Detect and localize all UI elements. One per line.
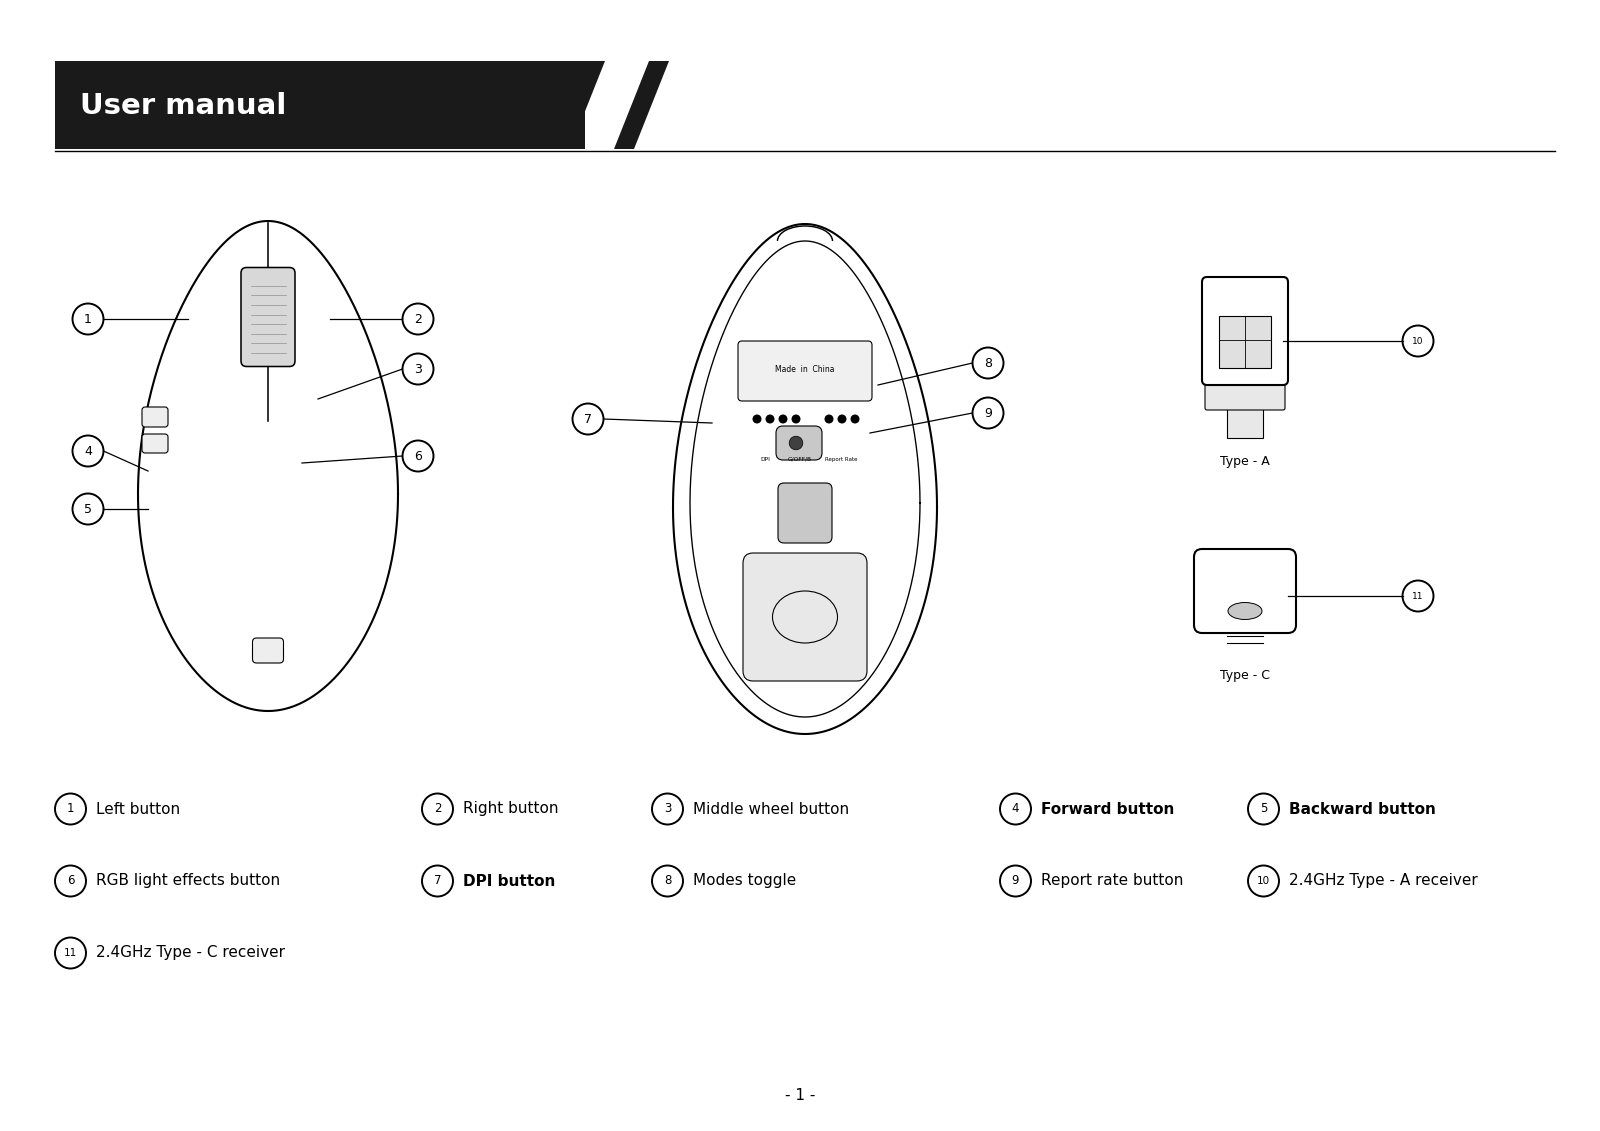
Text: DPI button: DPI button: [462, 873, 555, 889]
FancyBboxPatch shape: [1202, 277, 1288, 385]
Text: - 1 -: - 1 -: [786, 1088, 814, 1104]
FancyBboxPatch shape: [776, 426, 822, 460]
Text: 10: 10: [1258, 877, 1270, 886]
Polygon shape: [582, 61, 637, 149]
FancyBboxPatch shape: [778, 483, 832, 543]
Circle shape: [766, 415, 774, 423]
Text: Report rate button: Report rate button: [1042, 873, 1184, 889]
FancyBboxPatch shape: [1205, 378, 1285, 411]
Text: 8: 8: [984, 356, 992, 370]
Text: 11: 11: [1413, 592, 1424, 601]
Text: Made  in  China: Made in China: [776, 364, 835, 373]
Text: 4: 4: [1011, 803, 1019, 815]
Text: Report Rate: Report Rate: [824, 457, 858, 461]
Text: 4: 4: [85, 444, 91, 458]
Bar: [54, 61, 586, 149]
Circle shape: [754, 415, 762, 423]
Bar: [1219, 316, 1270, 368]
Text: G/OFF/B: G/OFF/B: [787, 457, 813, 461]
FancyBboxPatch shape: [142, 407, 168, 428]
Text: Type - A: Type - A: [1221, 455, 1270, 467]
Text: 2.4GHz Type - C receiver: 2.4GHz Type - C receiver: [96, 946, 285, 960]
Ellipse shape: [1229, 603, 1262, 620]
Text: User manual: User manual: [80, 92, 286, 120]
FancyBboxPatch shape: [742, 553, 867, 681]
Text: 2.4GHz Type - A receiver: 2.4GHz Type - A receiver: [1290, 873, 1478, 889]
Text: 2: 2: [414, 312, 422, 326]
Circle shape: [838, 415, 846, 423]
Text: 9: 9: [984, 406, 992, 420]
Text: RGB light effects button: RGB light effects button: [96, 873, 280, 889]
Text: 5: 5: [1259, 803, 1267, 815]
Text: 3: 3: [414, 363, 422, 375]
Text: 1: 1: [85, 312, 91, 326]
Text: 3: 3: [664, 803, 670, 815]
Text: 6: 6: [67, 874, 74, 888]
Text: 2: 2: [434, 803, 442, 815]
Text: 7: 7: [584, 413, 592, 425]
FancyBboxPatch shape: [1194, 549, 1296, 633]
Text: 11: 11: [64, 948, 77, 958]
Text: Right button: Right button: [462, 802, 558, 817]
Circle shape: [792, 415, 800, 423]
FancyBboxPatch shape: [738, 342, 872, 402]
Circle shape: [851, 415, 859, 423]
Text: 1: 1: [67, 803, 74, 815]
Text: Type - C: Type - C: [1221, 668, 1270, 682]
FancyBboxPatch shape: [253, 638, 283, 663]
Text: 10: 10: [1413, 337, 1424, 345]
Text: 5: 5: [83, 502, 93, 516]
Circle shape: [789, 437, 803, 450]
Polygon shape: [550, 61, 605, 149]
Text: Middle wheel button: Middle wheel button: [693, 802, 850, 817]
FancyBboxPatch shape: [242, 268, 294, 366]
Text: 6: 6: [414, 449, 422, 463]
Polygon shape: [646, 61, 701, 149]
Text: 8: 8: [664, 874, 670, 888]
Text: DPI: DPI: [760, 457, 770, 461]
Text: Forward button: Forward button: [1042, 802, 1174, 817]
Text: 9: 9: [1011, 874, 1019, 888]
Polygon shape: [614, 61, 669, 149]
Text: 7: 7: [434, 874, 442, 888]
Text: Modes toggle: Modes toggle: [693, 873, 797, 889]
Circle shape: [779, 415, 787, 423]
Circle shape: [826, 415, 834, 423]
Bar: [1227, 408, 1262, 438]
Text: Left button: Left button: [96, 802, 181, 817]
FancyBboxPatch shape: [142, 434, 168, 454]
Text: Backward button: Backward button: [1290, 802, 1435, 817]
